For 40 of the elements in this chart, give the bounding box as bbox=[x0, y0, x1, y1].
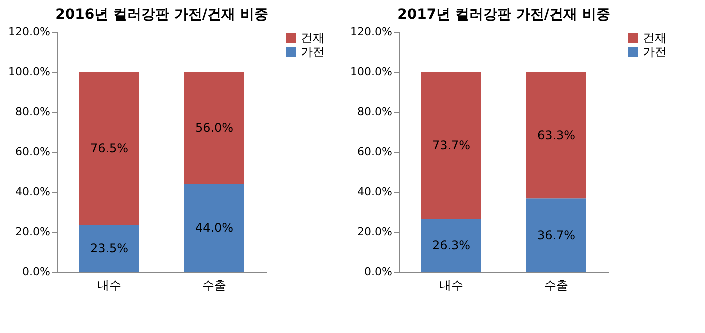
x-tick-label: 수출 bbox=[544, 278, 568, 292]
x-tick-label: 내수 bbox=[98, 278, 122, 292]
data-label: 44.0% bbox=[195, 221, 234, 235]
y-tick-label: 0.0% bbox=[22, 266, 50, 278]
legend-label: 건재 bbox=[301, 31, 325, 45]
chart-title: 2017년 컬러강판 가전/건재 비중 bbox=[398, 7, 610, 23]
bar bbox=[184, 184, 244, 272]
data-label: 56.0% bbox=[195, 121, 234, 135]
bar bbox=[184, 72, 244, 184]
y-tick-label: 100.0% bbox=[350, 66, 392, 78]
y-tick-label: 100.0% bbox=[8, 66, 50, 78]
data-label: 73.7% bbox=[432, 138, 471, 153]
data-label: 76.5% bbox=[90, 142, 129, 156]
y-tick-label: 40.0% bbox=[16, 186, 50, 198]
data-label: 63.3% bbox=[537, 128, 576, 142]
bar bbox=[526, 198, 586, 272]
data-label: 23.5% bbox=[90, 242, 129, 256]
x-tick-label: 내수 bbox=[440, 278, 464, 292]
y-tick-label: 120.0% bbox=[350, 26, 392, 38]
bar bbox=[526, 72, 586, 199]
y-tick-label: 40.0% bbox=[358, 186, 392, 198]
legend-label: 건재 bbox=[643, 31, 667, 45]
chart-title: 2016년 컬러강판 가전/건재 비중 bbox=[56, 7, 268, 23]
y-tick-label: 80.0% bbox=[16, 106, 50, 118]
x-tick-label: 수출 bbox=[202, 278, 226, 292]
legend-label: 가전 bbox=[643, 45, 667, 59]
bar bbox=[422, 219, 482, 272]
y-tick-label: 120.0% bbox=[8, 26, 50, 38]
y-tick-label: 60.0% bbox=[16, 146, 50, 158]
data-label: 26.3% bbox=[432, 238, 471, 253]
y-tick-label: 60.0% bbox=[358, 146, 392, 158]
y-tick-label: 80.0% bbox=[358, 106, 392, 118]
y-tick-label: 20.0% bbox=[358, 226, 392, 238]
bar bbox=[80, 72, 140, 225]
legend-label: 가전 bbox=[301, 45, 325, 59]
bar bbox=[422, 72, 482, 220]
y-tick-label: 20.0% bbox=[16, 226, 50, 238]
y-tick-label: 0.0% bbox=[364, 266, 392, 278]
bar bbox=[80, 225, 140, 272]
data-label: 36.7% bbox=[537, 228, 576, 242]
